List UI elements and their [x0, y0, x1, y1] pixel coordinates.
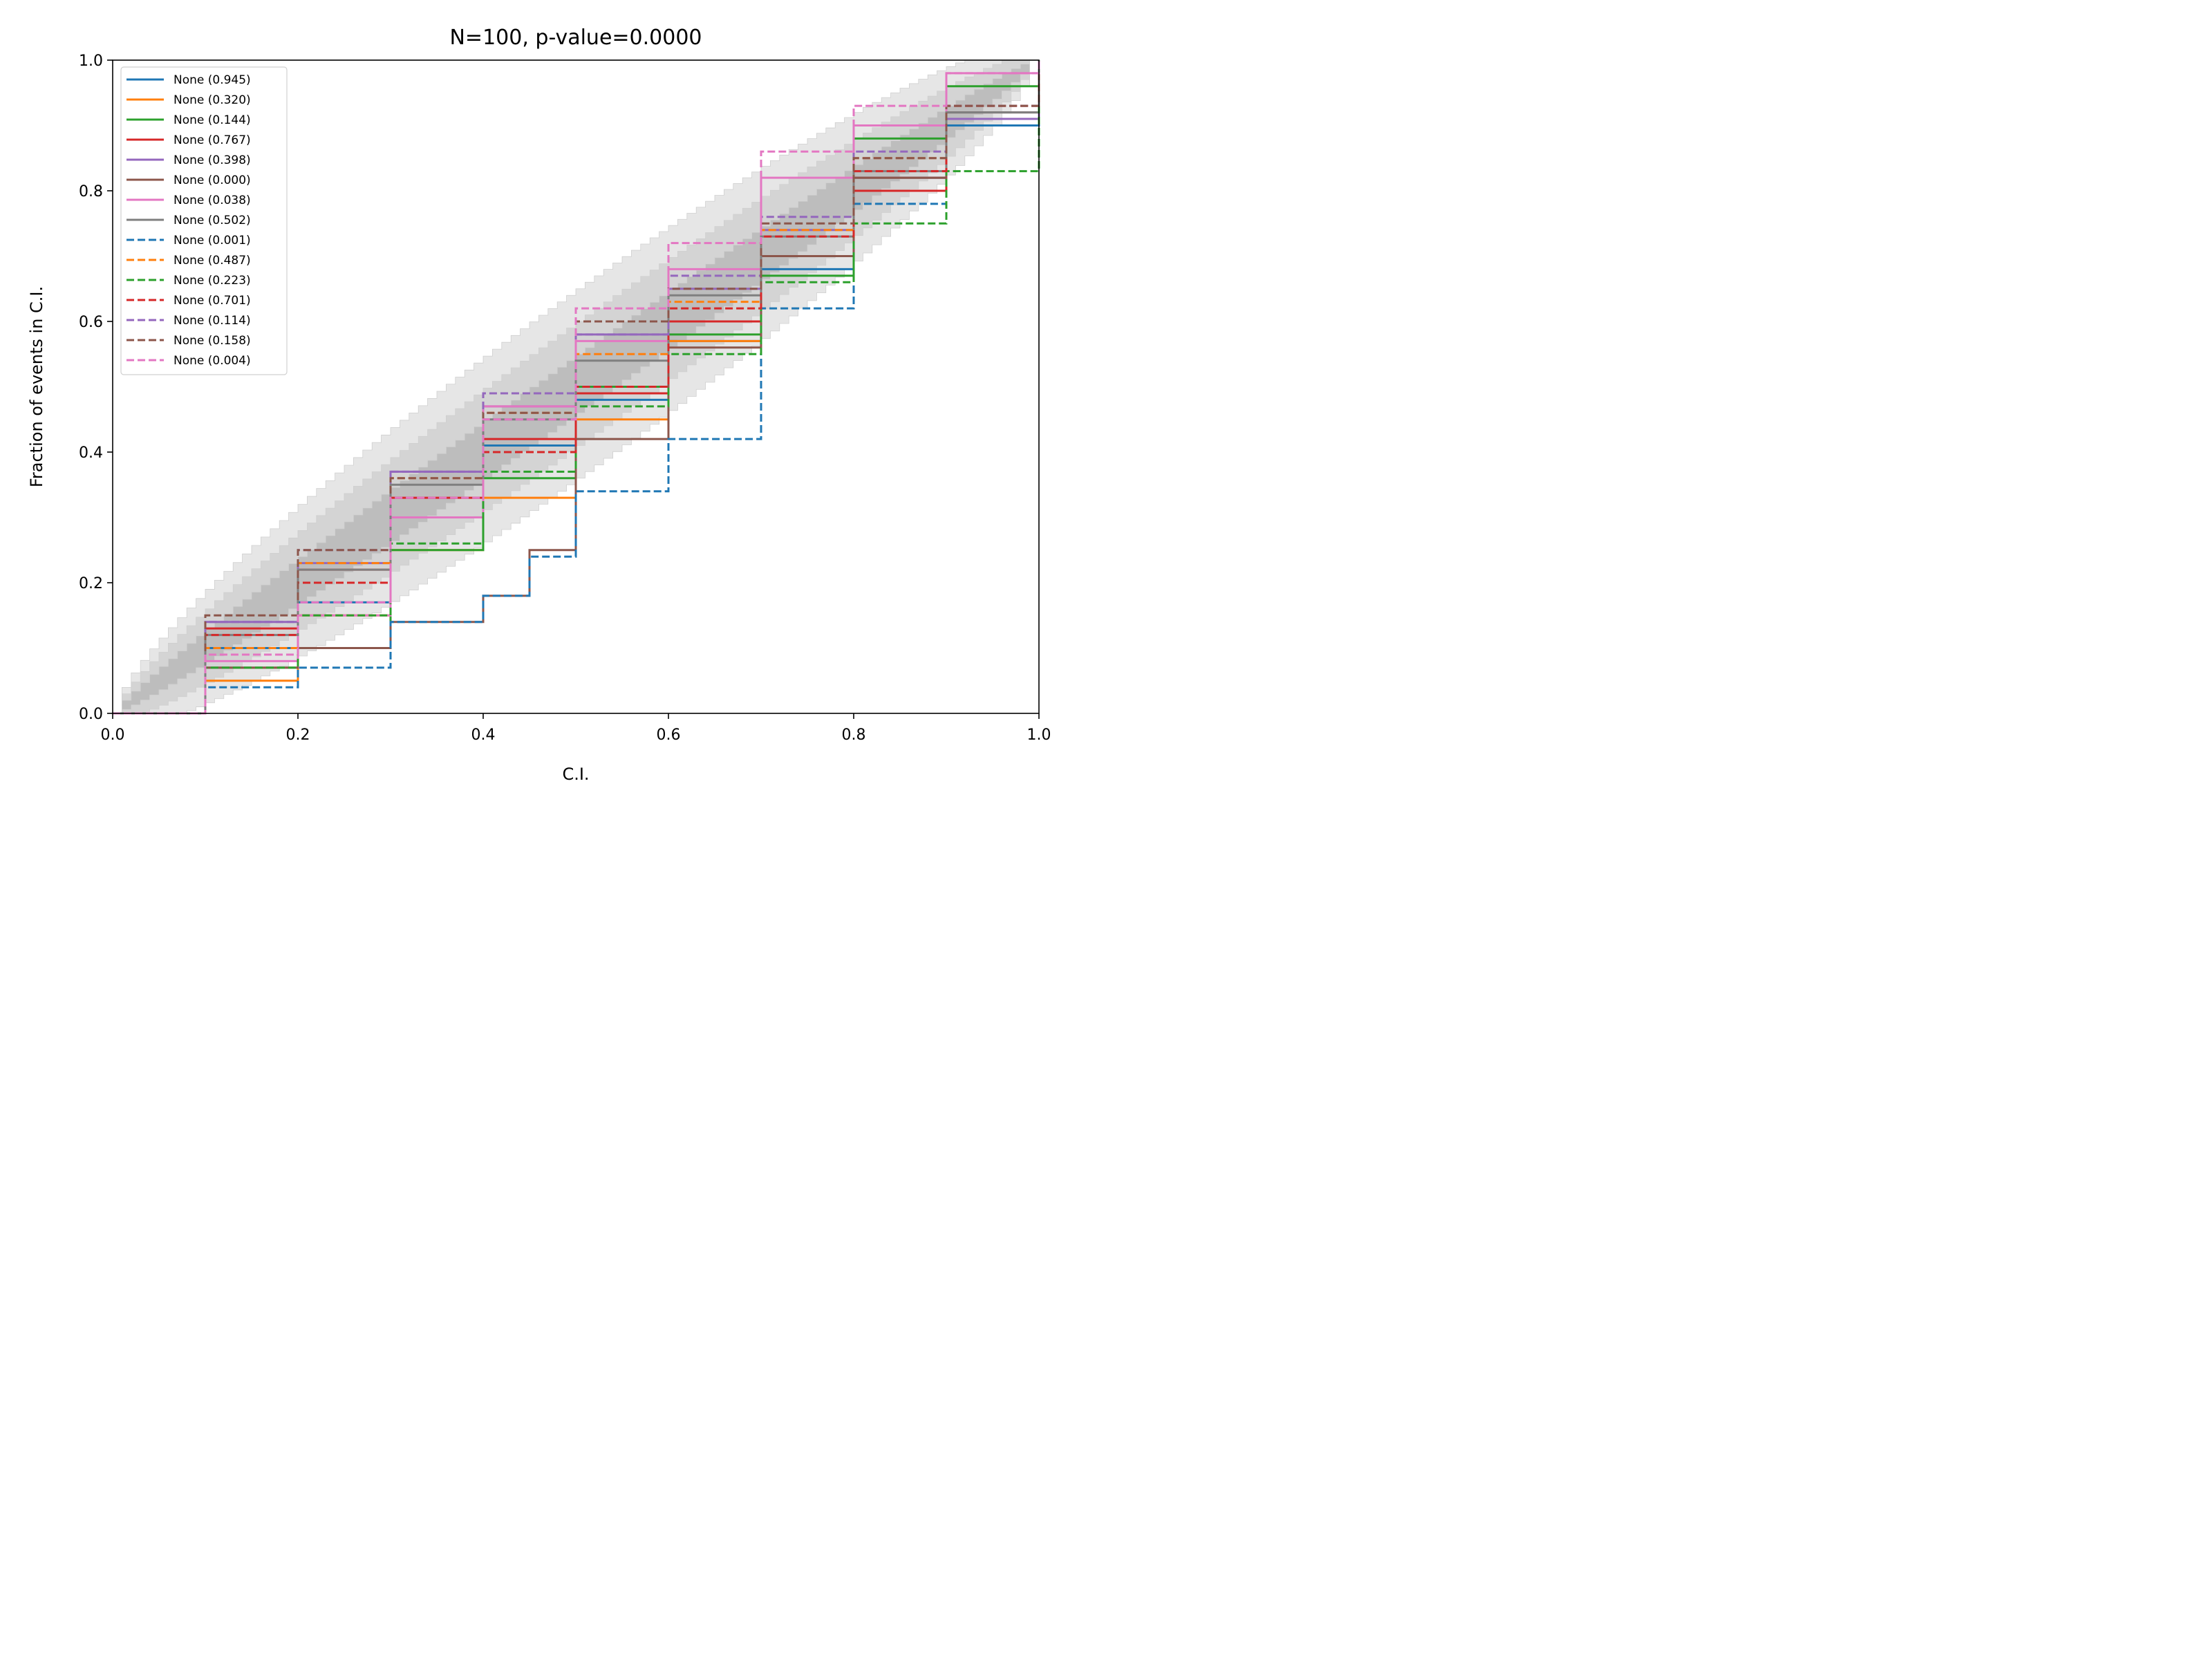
legend-label-4: None (0.767) [174, 133, 251, 147]
legend-label-2: None (0.320) [174, 93, 251, 107]
y-tick-label: 0.2 [79, 575, 103, 592]
legend-label-7: None (0.038) [174, 194, 251, 207]
legend-box [120, 66, 288, 375]
x-tick-label: 1.0 [1027, 727, 1051, 744]
y-tick-label: 0.8 [79, 183, 103, 200]
x-axis-label: C.I. [562, 765, 589, 784]
x-tick-label: 0.4 [471, 727, 496, 744]
axis-ticks: 0.0 0.2 0.4 0.6 0.8 1.0 0.0 0.2 0.4 0.6 0.8 1.0 [79, 53, 1051, 744]
legend-label-12: None (0.701) [174, 294, 251, 308]
legend-label-5: None (0.398) [174, 153, 251, 167]
y-tick-label: 0.0 [79, 706, 103, 723]
series-line-9 [113, 60, 1040, 715]
x-tick-label: 0.0 [101, 727, 125, 744]
legend: None (0.945) None (0.320) None (0.144) None… [120, 66, 288, 375]
y-tick-label: 0.4 [79, 444, 103, 462]
series-line-15 [113, 60, 1040, 715]
y-tick-label: 0.6 [79, 314, 103, 331]
legend-label-15: None (0.004) [174, 354, 251, 368]
chart: 0.0 0.2 0.4 0.6 0.8 1.0 0.0 0.2 0.4 0.6 0.8 1.0 N=1… [0, 0, 1078, 809]
x-tick-label: 0.2 [286, 727, 310, 744]
series-lines [113, 60, 1040, 715]
plot-frame [112, 59, 1040, 714]
legend-label-9: None (0.001) [174, 234, 251, 247]
legend-label-1: None (0.945) [174, 73, 251, 87]
x-tick-label: 0.6 [657, 727, 681, 744]
legend-label-13: None (0.114) [174, 314, 251, 328]
legend-label-3: None (0.144) [174, 113, 251, 127]
legend-label-11: None (0.223) [174, 274, 251, 288]
y-axis-label: Fraction of events in C.I. [27, 286, 46, 487]
y-tick-label: 1.0 [79, 53, 103, 70]
x-tick-label: 0.8 [842, 727, 866, 744]
legend-label-10: None (0.487) [174, 254, 251, 268]
legend-label-8: None (0.502) [174, 214, 251, 227]
legend-label-6: None (0.000) [174, 174, 251, 187]
chart-title: N=100, p-value=0.0000 [449, 26, 702, 50]
legend-label-14: None (0.158) [174, 334, 251, 348]
